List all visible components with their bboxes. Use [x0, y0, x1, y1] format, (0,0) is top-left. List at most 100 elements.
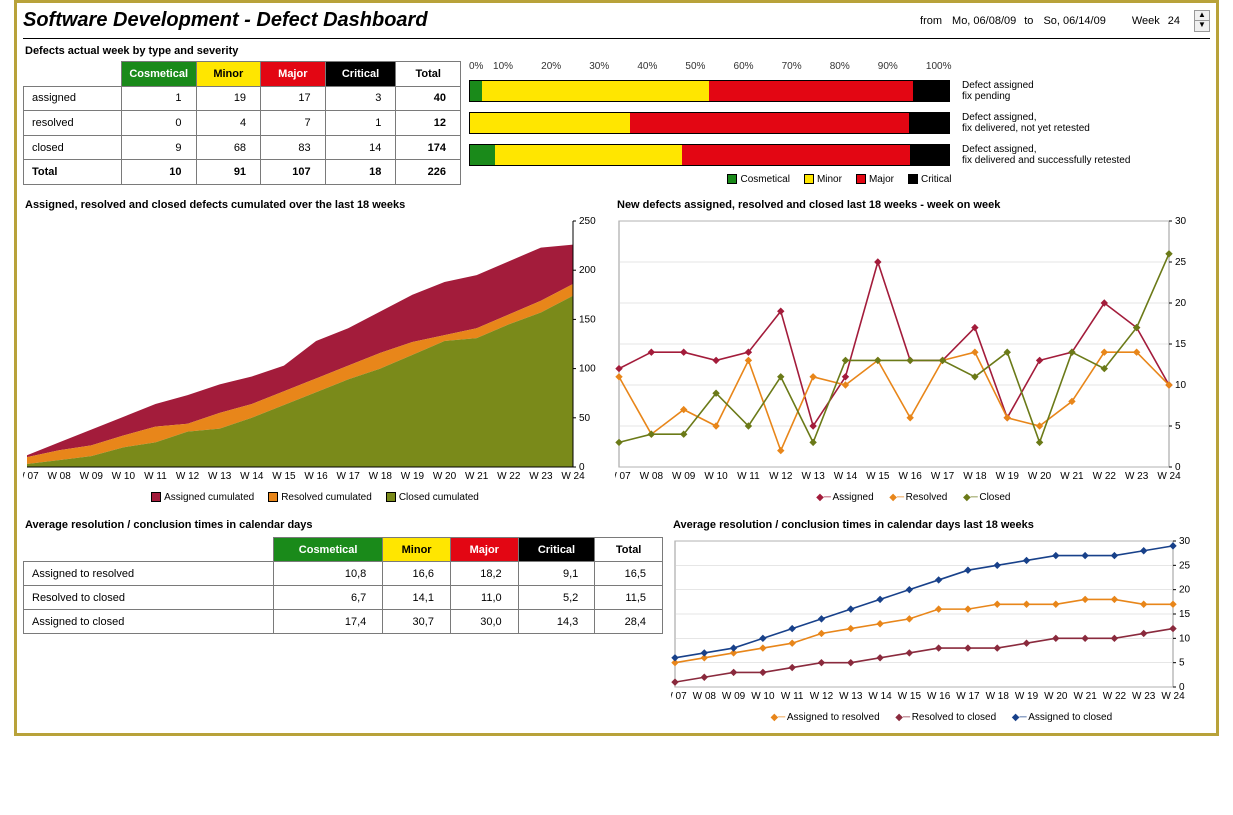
- svg-text:W 16: W 16: [899, 471, 923, 482]
- section1-title: Defects actual week by type and severity: [25, 45, 1210, 57]
- area-legend: Assigned cumulatedResolved cumulatedClos…: [23, 492, 607, 503]
- table-row: Assigned to resolved10,816,618,29,116,5: [24, 562, 663, 586]
- legend-item: Assigned cumulated: [151, 492, 254, 503]
- spinner-down-icon[interactable]: ▼: [1195, 21, 1209, 31]
- table-row: assigned11917340: [24, 86, 461, 111]
- svg-text:20: 20: [1175, 298, 1187, 309]
- week-number: 24: [1168, 15, 1180, 27]
- week-spinner[interactable]: ▲ ▼: [1194, 10, 1210, 32]
- svg-text:W 19: W 19: [996, 471, 1020, 482]
- section1-row: Cosmetical Minor Major Critical Total as…: [23, 61, 1210, 185]
- svg-text:W 10: W 10: [751, 691, 775, 702]
- svg-text:50: 50: [579, 413, 591, 424]
- svg-text:25: 25: [1175, 257, 1187, 268]
- svg-text:W 21: W 21: [465, 471, 489, 482]
- stacked-bar-row: Defect assignedfix pending: [469, 78, 1210, 104]
- t2-col-total: Total: [595, 538, 663, 562]
- svg-text:20: 20: [1179, 585, 1191, 596]
- svg-text:W 11: W 11: [144, 471, 167, 482]
- col-minor: Minor: [196, 62, 261, 87]
- svg-text:W 15: W 15: [898, 691, 922, 702]
- svg-text:10: 10: [1179, 633, 1191, 644]
- svg-text:W 18: W 18: [369, 471, 393, 482]
- svg-text:W 23: W 23: [1125, 471, 1149, 482]
- line1-legend: ◆─Assigned ◆─Resolved ◆─Closed: [615, 492, 1210, 503]
- svg-text:W 07: W 07: [615, 471, 631, 482]
- svg-text:W 09: W 09: [722, 691, 746, 702]
- resolution-table: Cosmetical Minor Major Critical Total As…: [23, 537, 663, 634]
- spinner-up-icon[interactable]: ▲: [1195, 11, 1209, 21]
- from-date: Mo, 06/08/09: [952, 15, 1016, 27]
- svg-text:5: 5: [1179, 658, 1185, 669]
- svg-text:5: 5: [1175, 421, 1181, 432]
- svg-text:W 15: W 15: [272, 471, 296, 482]
- col-major: Major: [261, 62, 326, 87]
- table-total-row: Total109110718226: [24, 160, 461, 185]
- svg-text:W 24: W 24: [561, 471, 585, 482]
- svg-text:W 24: W 24: [1157, 471, 1181, 482]
- svg-text:W 12: W 12: [176, 471, 200, 482]
- page-title: Software Development - Defect Dashboard: [23, 9, 428, 32]
- t2-col-cosmetical: Cosmetical: [274, 538, 383, 562]
- legend-item: ◆─Closed: [961, 492, 1010, 503]
- svg-text:W 18: W 18: [963, 471, 987, 482]
- svg-text:25: 25: [1179, 560, 1191, 571]
- table-row: resolved047112: [24, 111, 461, 136]
- svg-text:W 07: W 07: [23, 471, 39, 482]
- line1-title: New defects assigned, resolved and close…: [617, 199, 1210, 211]
- svg-text:W 24: W 24: [1161, 691, 1185, 702]
- svg-text:200: 200: [579, 265, 596, 276]
- svg-text:W 14: W 14: [240, 471, 264, 482]
- svg-text:W 11: W 11: [737, 471, 760, 482]
- stacked-legend: CosmeticalMinorMajorCritical: [469, 174, 1210, 185]
- line2-legend: ◆─Assigned to resolved◆─Resolved to clos…: [671, 712, 1210, 723]
- t2-col-critical: Critical: [518, 538, 595, 562]
- t2-col-major: Major: [450, 538, 518, 562]
- svg-text:250: 250: [579, 216, 596, 227]
- svg-text:W 22: W 22: [1103, 691, 1127, 702]
- svg-text:150: 150: [579, 314, 596, 325]
- col-cosmetical: Cosmetical: [121, 62, 196, 87]
- stacked-bar-panel: 0%10%20%30%40%50%60%70%80%90%100% Defect…: [469, 61, 1210, 185]
- svg-text:W 13: W 13: [839, 691, 863, 702]
- legend-item: Critical: [908, 174, 952, 185]
- area-title: Assigned, resolved and closed defects cu…: [25, 199, 607, 211]
- defect-table: Cosmetical Minor Major Critical Total as…: [23, 61, 461, 185]
- svg-text:W 21: W 21: [1060, 471, 1084, 482]
- svg-text:30: 30: [1175, 216, 1187, 227]
- legend-item: Closed cumulated: [386, 492, 479, 503]
- svg-text:W 17: W 17: [931, 471, 955, 482]
- svg-text:W 17: W 17: [337, 471, 361, 482]
- table-row: Resolved to closed6,714,111,05,211,5: [24, 586, 663, 610]
- legend-item: ◆─Resolved: [888, 492, 948, 503]
- svg-text:15: 15: [1179, 609, 1191, 620]
- legend-item: ◆─Assigned to closed: [1010, 712, 1112, 723]
- t2-col-minor: Minor: [383, 538, 451, 562]
- table-row: closed9688314174: [24, 135, 461, 160]
- svg-text:100: 100: [579, 364, 596, 375]
- svg-text:W 12: W 12: [810, 691, 834, 702]
- svg-text:W 10: W 10: [704, 471, 728, 482]
- svg-text:10: 10: [1175, 380, 1187, 391]
- svg-text:W 13: W 13: [208, 471, 232, 482]
- svg-text:W 16: W 16: [927, 691, 951, 702]
- legend-item: ◆─Assigned to resolved: [769, 712, 880, 723]
- svg-text:W 14: W 14: [834, 471, 858, 482]
- legend-item: ◆─Assigned: [815, 492, 874, 503]
- svg-text:W 22: W 22: [1093, 471, 1117, 482]
- svg-text:W 22: W 22: [497, 471, 521, 482]
- svg-text:W 07: W 07: [671, 691, 687, 702]
- from-label: from: [920, 15, 942, 27]
- svg-text:W 20: W 20: [1044, 691, 1068, 702]
- dashboard-frame: Software Development - Defect Dashboard …: [14, 0, 1219, 736]
- svg-text:W 20: W 20: [1028, 471, 1052, 482]
- svg-text:W 20: W 20: [433, 471, 457, 482]
- legend-item: Cosmetical: [727, 174, 789, 185]
- svg-text:W 14: W 14: [868, 691, 892, 702]
- col-total: Total: [396, 62, 461, 87]
- area-chart: 050100150200250W 07W 08W 09W 10W 11W 12W…: [23, 215, 607, 488]
- line2-title: Average resolution / conclusion times in…: [673, 519, 1210, 531]
- svg-text:W 10: W 10: [112, 471, 136, 482]
- table-row: Assigned to closed17,430,730,014,328,4: [24, 610, 663, 634]
- stacked-bar-row: Defect assigned,fix delivered and succes…: [469, 142, 1210, 168]
